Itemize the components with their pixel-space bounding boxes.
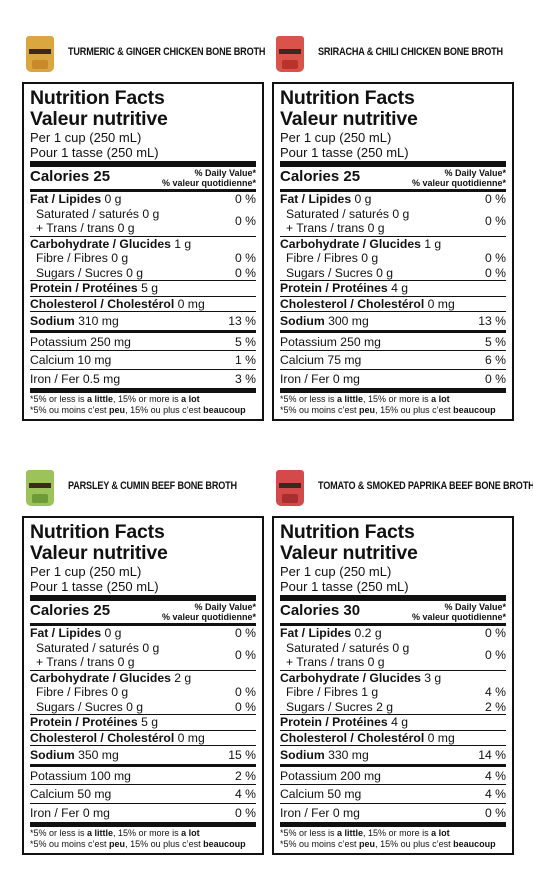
product-header: TOMATO & SMOKED PAPRIKA BEEF BONE BROTH [272,468,533,508]
calories-label: Calories [280,602,340,619]
cholesterol-row: Cholesterol / Cholestérol 0 mg [30,730,205,745]
product-pouch-image [26,470,54,506]
daily-value-header: % Daily Value*% valeur quotidienne* [411,168,506,188]
valeur-nutritive-heading: Valeur nutritive [280,108,418,130]
cholesterol-row: Cholesterol / Cholestérol 0 mg [30,296,205,311]
nutrition-facts-label: Nutrition Facts Valeur nutritive Per 1 c… [272,516,514,855]
serving-size-en: Per 1 cup (250 mL) [280,564,392,579]
cholesterol-row: Cholesterol / Cholestérol 0 mg [280,296,455,311]
calories-row: Calories 25 % Daily Value*% valeur quoti… [30,167,256,189]
product-header: PARSLEY & CUMIN BEEF BONE BROTH [22,468,268,508]
potassium-row: Potassium 250 mg 5 % [280,334,506,349]
saturated-trans-row: Saturated / saturés 0 g + Trans / trans … [286,206,506,236]
iron-row: Iron / Fer 0 mg 0 % [280,805,506,820]
calcium-row: Calcium 50 mg 4 % [280,787,506,801]
potassium-row: Potassium 100 mg 2 % [30,768,256,783]
carbohydrate-row: Carbohydrate / Glucides 1 g [280,236,442,251]
product-header: SRIRACHA & CHILI CHICKEN BONE BROTH [272,34,518,74]
protein-row: Protein / Protéines 4 g [280,715,409,729]
daily-value-header: % Daily Value*% valeur quotidienne* [161,168,256,188]
serving-size-fr: Pour 1 tasse (250 mL) [30,145,159,160]
carbohydrate-row: Carbohydrate / Glucides 2 g [30,670,192,685]
product-pouch-image [276,470,304,506]
saturated-trans-row: Saturated / saturés 0 g + Trans / trans … [36,640,256,670]
potassium-row: Potassium 250 mg 5 % [30,334,256,349]
saturated-trans-row: Saturated / saturés 0 g + Trans / trans … [36,206,256,236]
serving-size-fr: Pour 1 tasse (250 mL) [30,579,159,594]
calories-value: 25 [343,168,361,185]
calories-label: Calories [30,602,90,619]
product-header: TURMERIC & GINGER CHICKEN BONE BROTH [22,34,268,74]
nutrition-facts-heading: Nutrition Facts [30,87,165,109]
footnote: *5% or less is a little, 15% or more is … [30,828,246,849]
daily-value-header: % Daily Value*% valeur quotidienne* [161,602,256,622]
saturated-trans-row: Saturated / saturés 0 g + Trans / trans … [286,640,506,670]
serving-size-fr: Pour 1 tasse (250 mL) [280,145,409,160]
serving-size-en: Per 1 cup (250 mL) [280,130,392,145]
product-title: PARSLEY & CUMIN BEEF BONE BROTH [68,480,237,492]
serving-size-en: Per 1 cup (250 mL) [30,564,142,579]
carbohydrate-row: Carbohydrate / Glucides 3 g [280,670,442,685]
product-title: TOMATO & SMOKED PAPRIKA BEEF BONE BROTH [318,480,533,492]
serving-size-en: Per 1 cup (250 mL) [30,130,142,145]
calcium-row: Calcium 50 mg 4 % [30,787,256,801]
footnote: *5% or less is a little, 15% or more is … [280,394,496,415]
footnote: *5% or less is a little, 15% or more is … [280,828,496,849]
nutrition-facts-heading: Nutrition Facts [280,521,415,543]
calories-value: 30 [343,602,361,619]
product-title: SRIRACHA & CHILI CHICKEN BONE BROTH [318,46,503,58]
sodium-row: Sodium 350 mg 15 % [30,748,256,762]
iron-row: Iron / Fer 0.5 mg 3 % [30,371,256,386]
nutrition-facts-heading: Nutrition Facts [30,521,165,543]
calories-value: 25 [93,168,111,185]
protein-row: Protein / Protéines 5 g [30,715,159,729]
calories-label: Calories [280,168,340,185]
valeur-nutritive-heading: Valeur nutritive [30,108,168,130]
potassium-row: Potassium 200 mg 4 % [280,768,506,783]
valeur-nutritive-heading: Valeur nutritive [30,542,168,564]
carbohydrate-row: Carbohydrate / Glucides 1 g [30,236,192,251]
valeur-nutritive-heading: Valeur nutritive [280,542,418,564]
iron-row: Iron / Fer 0 mg 0 % [280,371,506,386]
sodium-row: Sodium 310 mg 13 % [30,314,256,328]
calories-row: Calories 30 % Daily Value*% valeur quoti… [280,601,506,623]
calcium-row: Calcium 10 mg 1 % [30,353,256,367]
product-title: TURMERIC & GINGER CHICKEN BONE BROTH [68,46,266,58]
calcium-row: Calcium 75 mg 6 % [280,353,506,367]
serving-size-fr: Pour 1 tasse (250 mL) [280,579,409,594]
daily-value-header: % Daily Value*% valeur quotidienne* [411,602,506,622]
sodium-row: Sodium 330 mg 14 % [280,748,506,762]
footnote: *5% or less is a little, 15% or more is … [30,394,246,415]
nutrition-facts-label: Nutrition Facts Valeur nutritive Per 1 c… [22,82,264,421]
calories-value: 25 [93,602,111,619]
product-pouch-image [276,36,304,72]
protein-row: Protein / Protéines 4 g [280,281,409,295]
nutrition-facts-heading: Nutrition Facts [280,87,415,109]
nutrition-facts-label: Nutrition Facts Valeur nutritive Per 1 c… [22,516,264,855]
calories-row: Calories 25 % Daily Value*% valeur quoti… [280,167,506,189]
protein-row: Protein / Protéines 5 g [30,281,159,295]
iron-row: Iron / Fer 0 mg 0 % [30,805,256,820]
nutrition-facts-label: Nutrition Facts Valeur nutritive Per 1 c… [272,82,514,421]
calories-row: Calories 25 % Daily Value*% valeur quoti… [30,601,256,623]
sodium-row: Sodium 300 mg 13 % [280,314,506,328]
calories-label: Calories [30,168,90,185]
cholesterol-row: Cholesterol / Cholestérol 0 mg [280,730,455,745]
product-pouch-image [26,36,54,72]
